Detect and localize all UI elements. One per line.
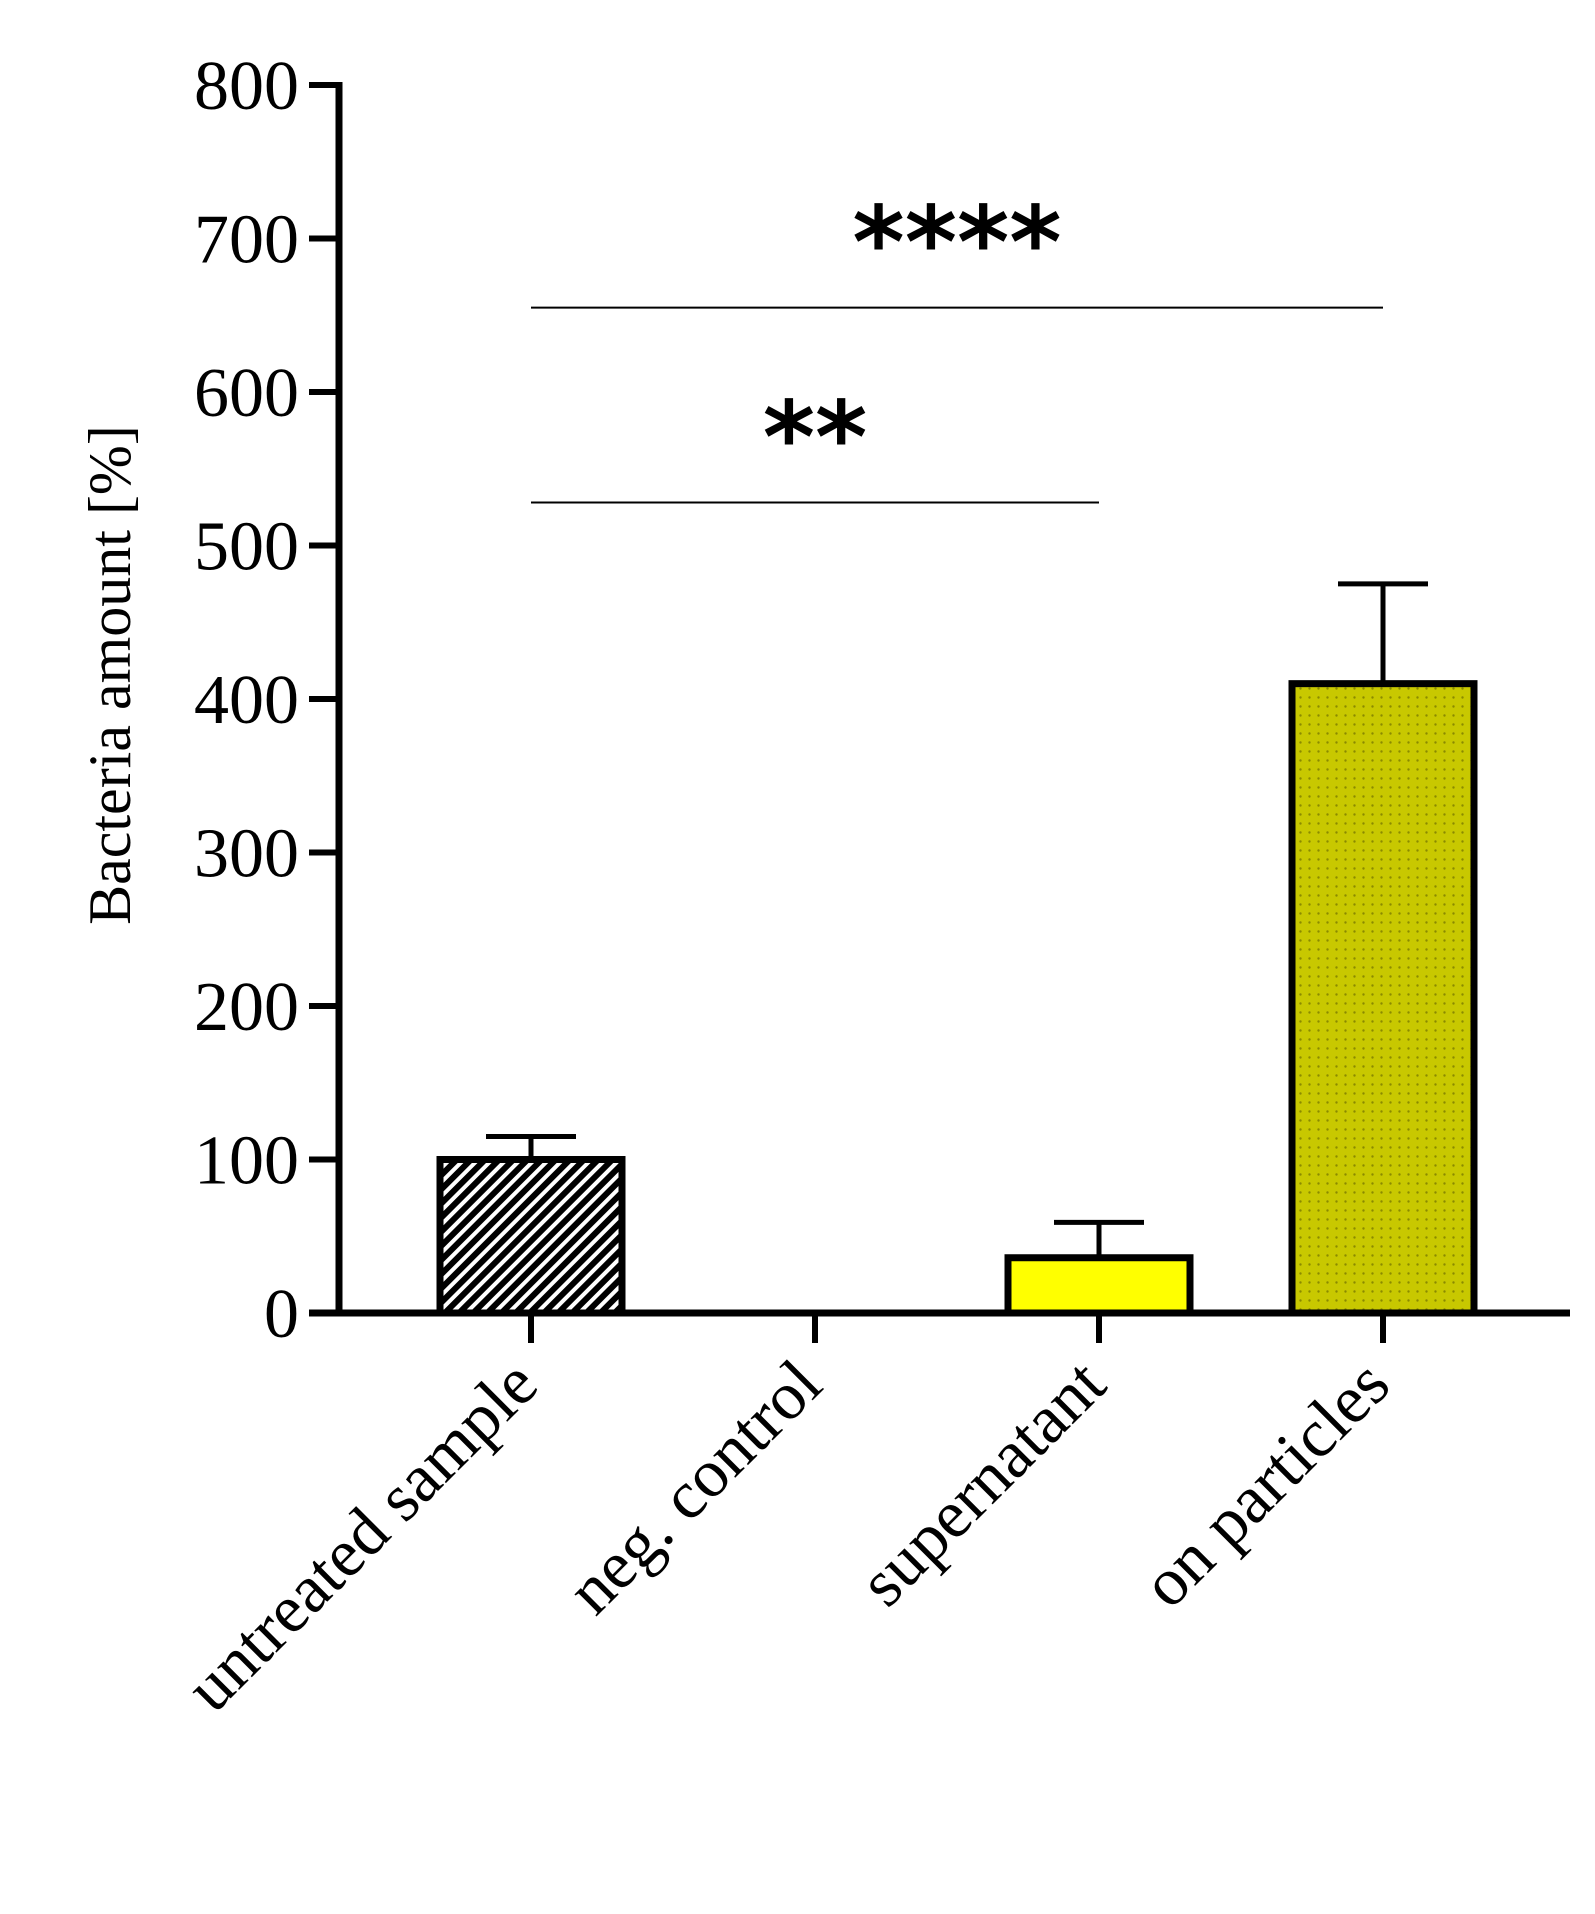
x-tick-label: neg. control bbox=[552, 1345, 835, 1628]
bar bbox=[1004, 1254, 1194, 1317]
y-tick-label: 500 bbox=[194, 509, 299, 586]
x-tick-label: untreated sample bbox=[171, 1345, 552, 1726]
y-tick-label: 300 bbox=[194, 816, 299, 893]
chart-marks: 0 100 200 300 400 500 600 700 800 untreated sampl… bbox=[171, 48, 1570, 1726]
y-tick-label: 200 bbox=[194, 969, 299, 1046]
y-axis-label: Bacteria amount [%] bbox=[77, 425, 143, 925]
y-tick-label: 700 bbox=[194, 202, 299, 279]
x-tick-label: on particles bbox=[1127, 1345, 1404, 1622]
significance-label: **** bbox=[852, 185, 1061, 302]
x-tick-label: supernatant bbox=[844, 1345, 1119, 1620]
y-tick-label: 800 bbox=[194, 48, 299, 125]
y-tick-label: 100 bbox=[194, 1123, 299, 1200]
y-tick-label: 400 bbox=[194, 662, 299, 739]
y-tick-label: 600 bbox=[194, 355, 299, 432]
y-tick-label: 0 bbox=[264, 1276, 299, 1353]
bar bbox=[1288, 680, 1478, 1317]
bar bbox=[436, 1156, 626, 1317]
significance-label: ** bbox=[763, 380, 868, 497]
